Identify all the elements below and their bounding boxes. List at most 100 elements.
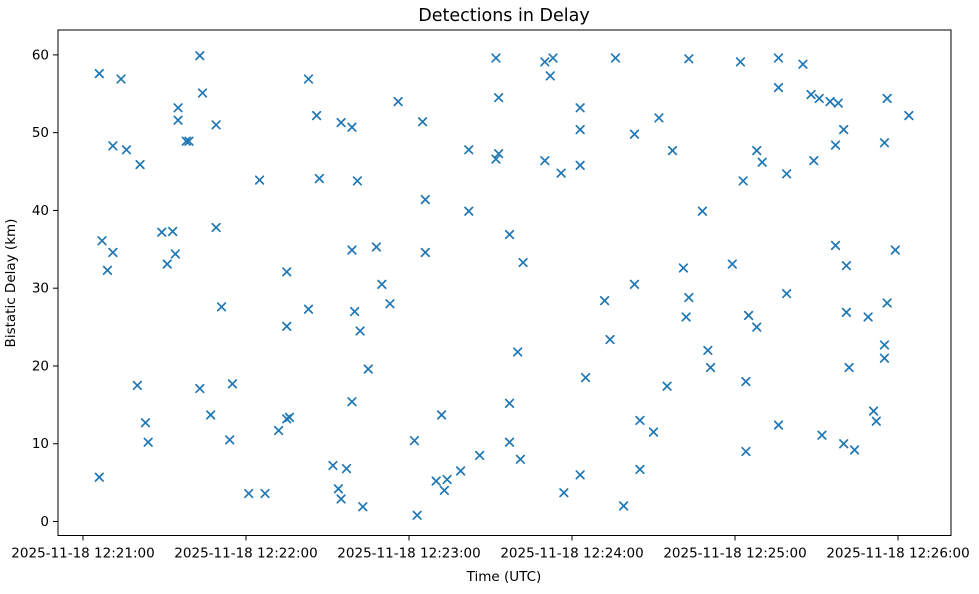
data-point-marker <box>684 292 694 303</box>
data-point-marker <box>97 236 107 246</box>
x-tick-label: 2025-11-18 12:21:00 <box>11 546 154 562</box>
data-point-marker <box>474 450 485 461</box>
y-tick-label: 60 <box>32 47 49 63</box>
data-point-marker <box>849 445 860 455</box>
data-point-marker <box>548 53 558 63</box>
data-point-marker <box>773 420 784 430</box>
data-point-marker <box>781 169 792 179</box>
x-tick-label: 2025-11-18 12:25:00 <box>663 546 806 562</box>
data-point-marker <box>412 510 422 520</box>
data-point-marker <box>314 173 325 184</box>
x-tick-label: 2025-11-18 12:26:00 <box>826 546 969 562</box>
data-point-marker <box>575 160 585 170</box>
data-point-marker <box>157 227 167 237</box>
data-point-marker <box>439 485 449 496</box>
data-point-marker <box>540 156 550 166</box>
data-point-marker <box>491 53 501 63</box>
data-point-marker <box>741 446 751 457</box>
data-point-marker <box>814 93 824 104</box>
data-point-marker <box>575 103 585 113</box>
data-point-marker <box>135 159 145 170</box>
data-point-marker <box>705 362 716 373</box>
data-point-marker <box>464 206 474 216</box>
data-point-marker <box>328 460 338 471</box>
data-point-marker <box>515 454 526 464</box>
data-point-marker <box>629 129 640 139</box>
data-point-marker <box>648 427 659 437</box>
data-point-marker <box>211 222 221 233</box>
data-point-marker <box>284 412 295 422</box>
data-point-marker <box>559 488 569 498</box>
data-point-marker <box>206 410 216 420</box>
data-point-marker <box>352 176 363 186</box>
data-point-marker <box>830 240 841 251</box>
data-point-marker <box>282 321 292 331</box>
data-point-marker <box>890 245 900 255</box>
data-point-marker <box>491 154 501 164</box>
data-point-marker <box>575 124 585 135</box>
data-point-marker <box>654 113 664 123</box>
data-point-marker <box>260 488 270 499</box>
data-point-marker <box>195 383 205 394</box>
data-point-marker <box>798 59 808 69</box>
data-point-marker <box>882 93 892 104</box>
data-point-marker <box>108 141 118 151</box>
data-point-marker <box>662 381 672 391</box>
data-points-layer <box>94 51 914 520</box>
data-point-marker <box>879 138 890 148</box>
data-point-marker <box>684 54 694 64</box>
data-point-marker <box>254 175 265 185</box>
data-point-marker <box>580 372 591 383</box>
data-point-marker <box>211 120 221 130</box>
data-point-marker <box>618 501 629 511</box>
data-point-marker <box>879 340 890 350</box>
data-point-marker <box>181 136 191 146</box>
data-point-marker <box>833 98 843 108</box>
data-point-marker <box>697 206 708 216</box>
data-point-marker <box>494 93 504 103</box>
y-tick-label: 0 <box>40 514 49 530</box>
data-point-marker <box>504 437 515 447</box>
data-point-marker <box>173 115 183 125</box>
data-point-marker <box>806 89 816 100</box>
data-point-marker <box>393 96 403 107</box>
data-point-marker <box>143 437 153 447</box>
data-point-marker <box>216 302 227 312</box>
data-point-marker <box>377 279 387 289</box>
data-point-marker <box>743 310 754 321</box>
data-point-marker <box>417 117 428 127</box>
data-point-marker <box>102 265 113 275</box>
data-point-marker <box>333 484 344 494</box>
data-point-marker <box>781 288 792 299</box>
data-point-marker <box>841 307 852 317</box>
data-point-marker <box>839 124 849 135</box>
y-tick-label: 10 <box>32 436 49 452</box>
y-tick-label: 20 <box>32 358 49 374</box>
data-point-marker <box>170 249 181 259</box>
data-point-marker <box>303 304 314 314</box>
data-point-marker <box>494 149 504 159</box>
data-point-marker <box>863 312 873 322</box>
data-point-marker <box>282 267 292 277</box>
data-point-marker <box>273 425 284 436</box>
data-point-marker <box>904 110 914 121</box>
data-point-marker <box>132 380 142 391</box>
chart-title: Detections in Delay <box>418 6 589 26</box>
data-point-marker <box>871 416 881 426</box>
axes-layer: 2025-11-18 12:21:00 2025-11-18 12:22:00 20… <box>11 29 970 562</box>
data-point-marker <box>773 53 784 63</box>
data-point-marker <box>518 257 528 268</box>
data-point-marker <box>817 430 827 440</box>
data-point-marker <box>336 494 346 504</box>
data-point-marker <box>879 353 890 363</box>
data-point-marker <box>599 295 610 306</box>
data-point-marker <box>184 136 194 146</box>
plot-box-spines <box>57 29 952 536</box>
data-point-marker <box>882 298 892 308</box>
data-point-marker <box>504 398 515 408</box>
data-point-marker <box>575 470 585 480</box>
x-tick-label: 2025-11-18 12:24:00 <box>500 546 643 562</box>
data-point-marker <box>225 435 235 445</box>
